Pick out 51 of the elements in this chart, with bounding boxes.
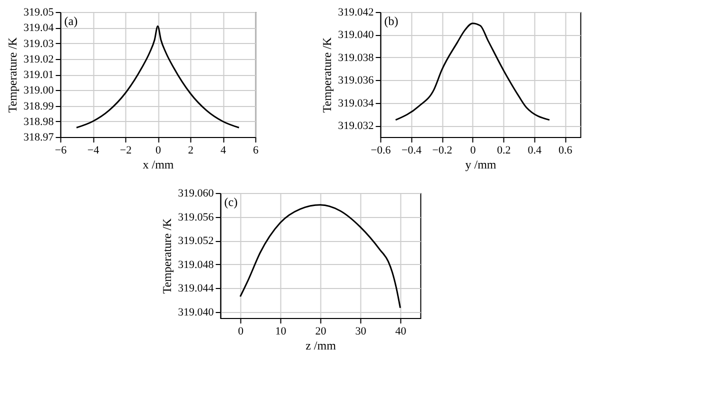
x-tick-label: 0 bbox=[470, 144, 476, 156]
y-axis-title: Temperature /K bbox=[160, 218, 174, 294]
y-tick-label: 319.036 bbox=[338, 74, 374, 87]
x-tick-label: −0.6 bbox=[370, 144, 392, 156]
y-tick-label: 319.04 bbox=[24, 22, 54, 34]
y-tick-label: 319.05 bbox=[24, 6, 54, 18]
x-tick-label: 2 bbox=[188, 144, 194, 156]
x-axis-title: x /mm bbox=[142, 158, 174, 172]
x-tick-label: 0 bbox=[238, 326, 244, 338]
x-tick-label: 10 bbox=[275, 326, 287, 338]
x-tick-label: −6 bbox=[54, 144, 68, 156]
y-tick-label: 318.99 bbox=[24, 100, 54, 112]
x-tick-label: −0.4 bbox=[402, 144, 422, 156]
y-tick-label: 319.048 bbox=[178, 258, 214, 271]
y-tick-label: 319.042 bbox=[338, 6, 374, 18]
x-tick-label: 20 bbox=[315, 326, 327, 338]
y-tick-label: 319.034 bbox=[338, 97, 374, 110]
y-tick-label: 319.040 bbox=[338, 29, 374, 42]
line-series bbox=[240, 204, 401, 309]
y-axis-title: Temperature /K bbox=[6, 36, 20, 113]
y-tick-label: 319.01 bbox=[24, 69, 54, 81]
x-tick-label: 6 bbox=[253, 144, 259, 156]
x-axis-title: z /mm bbox=[306, 338, 337, 352]
x-tick-label: 0.6 bbox=[558, 144, 573, 156]
y-tick-label: 319.03 bbox=[24, 38, 54, 50]
x-tick-label: −2 bbox=[120, 144, 132, 156]
x-tick-label: 0.2 bbox=[496, 144, 511, 156]
line-series bbox=[76, 25, 240, 128]
y-tick-label: 319.040 bbox=[178, 306, 214, 319]
y-tick-label: 319.032 bbox=[338, 120, 374, 132]
y-tick-label: 319.044 bbox=[178, 282, 214, 295]
y-tick-label: 319.052 bbox=[178, 235, 214, 248]
y-axis-title: Temperature /K bbox=[320, 36, 334, 113]
x-tick-label: 40 bbox=[395, 326, 407, 338]
x-tick-label: 0.4 bbox=[528, 144, 542, 156]
x-tick-label: 0 bbox=[156, 144, 162, 156]
y-tick-label: 319.02 bbox=[24, 53, 54, 66]
y-tick-label: 318.98 bbox=[24, 116, 54, 128]
y-tick-label: 319.060 bbox=[178, 188, 214, 200]
x-tick-label: 4 bbox=[220, 144, 226, 156]
y-tick-label: 319.038 bbox=[338, 52, 374, 64]
x-axis-title: y /mm bbox=[465, 158, 497, 172]
x-tick-label: −4 bbox=[87, 144, 100, 156]
chart-title: (c) bbox=[224, 195, 238, 209]
x-tick-label: −0.2 bbox=[432, 144, 452, 156]
chart-title: (a) bbox=[64, 14, 78, 28]
y-tick-label: 319.056 bbox=[178, 211, 214, 224]
y-tick-label: 318.97 bbox=[24, 132, 54, 144]
y-tick-label: 319.00 bbox=[24, 84, 54, 97]
chart-title: (b) bbox=[384, 14, 398, 28]
x-tick-label: 30 bbox=[355, 326, 367, 338]
